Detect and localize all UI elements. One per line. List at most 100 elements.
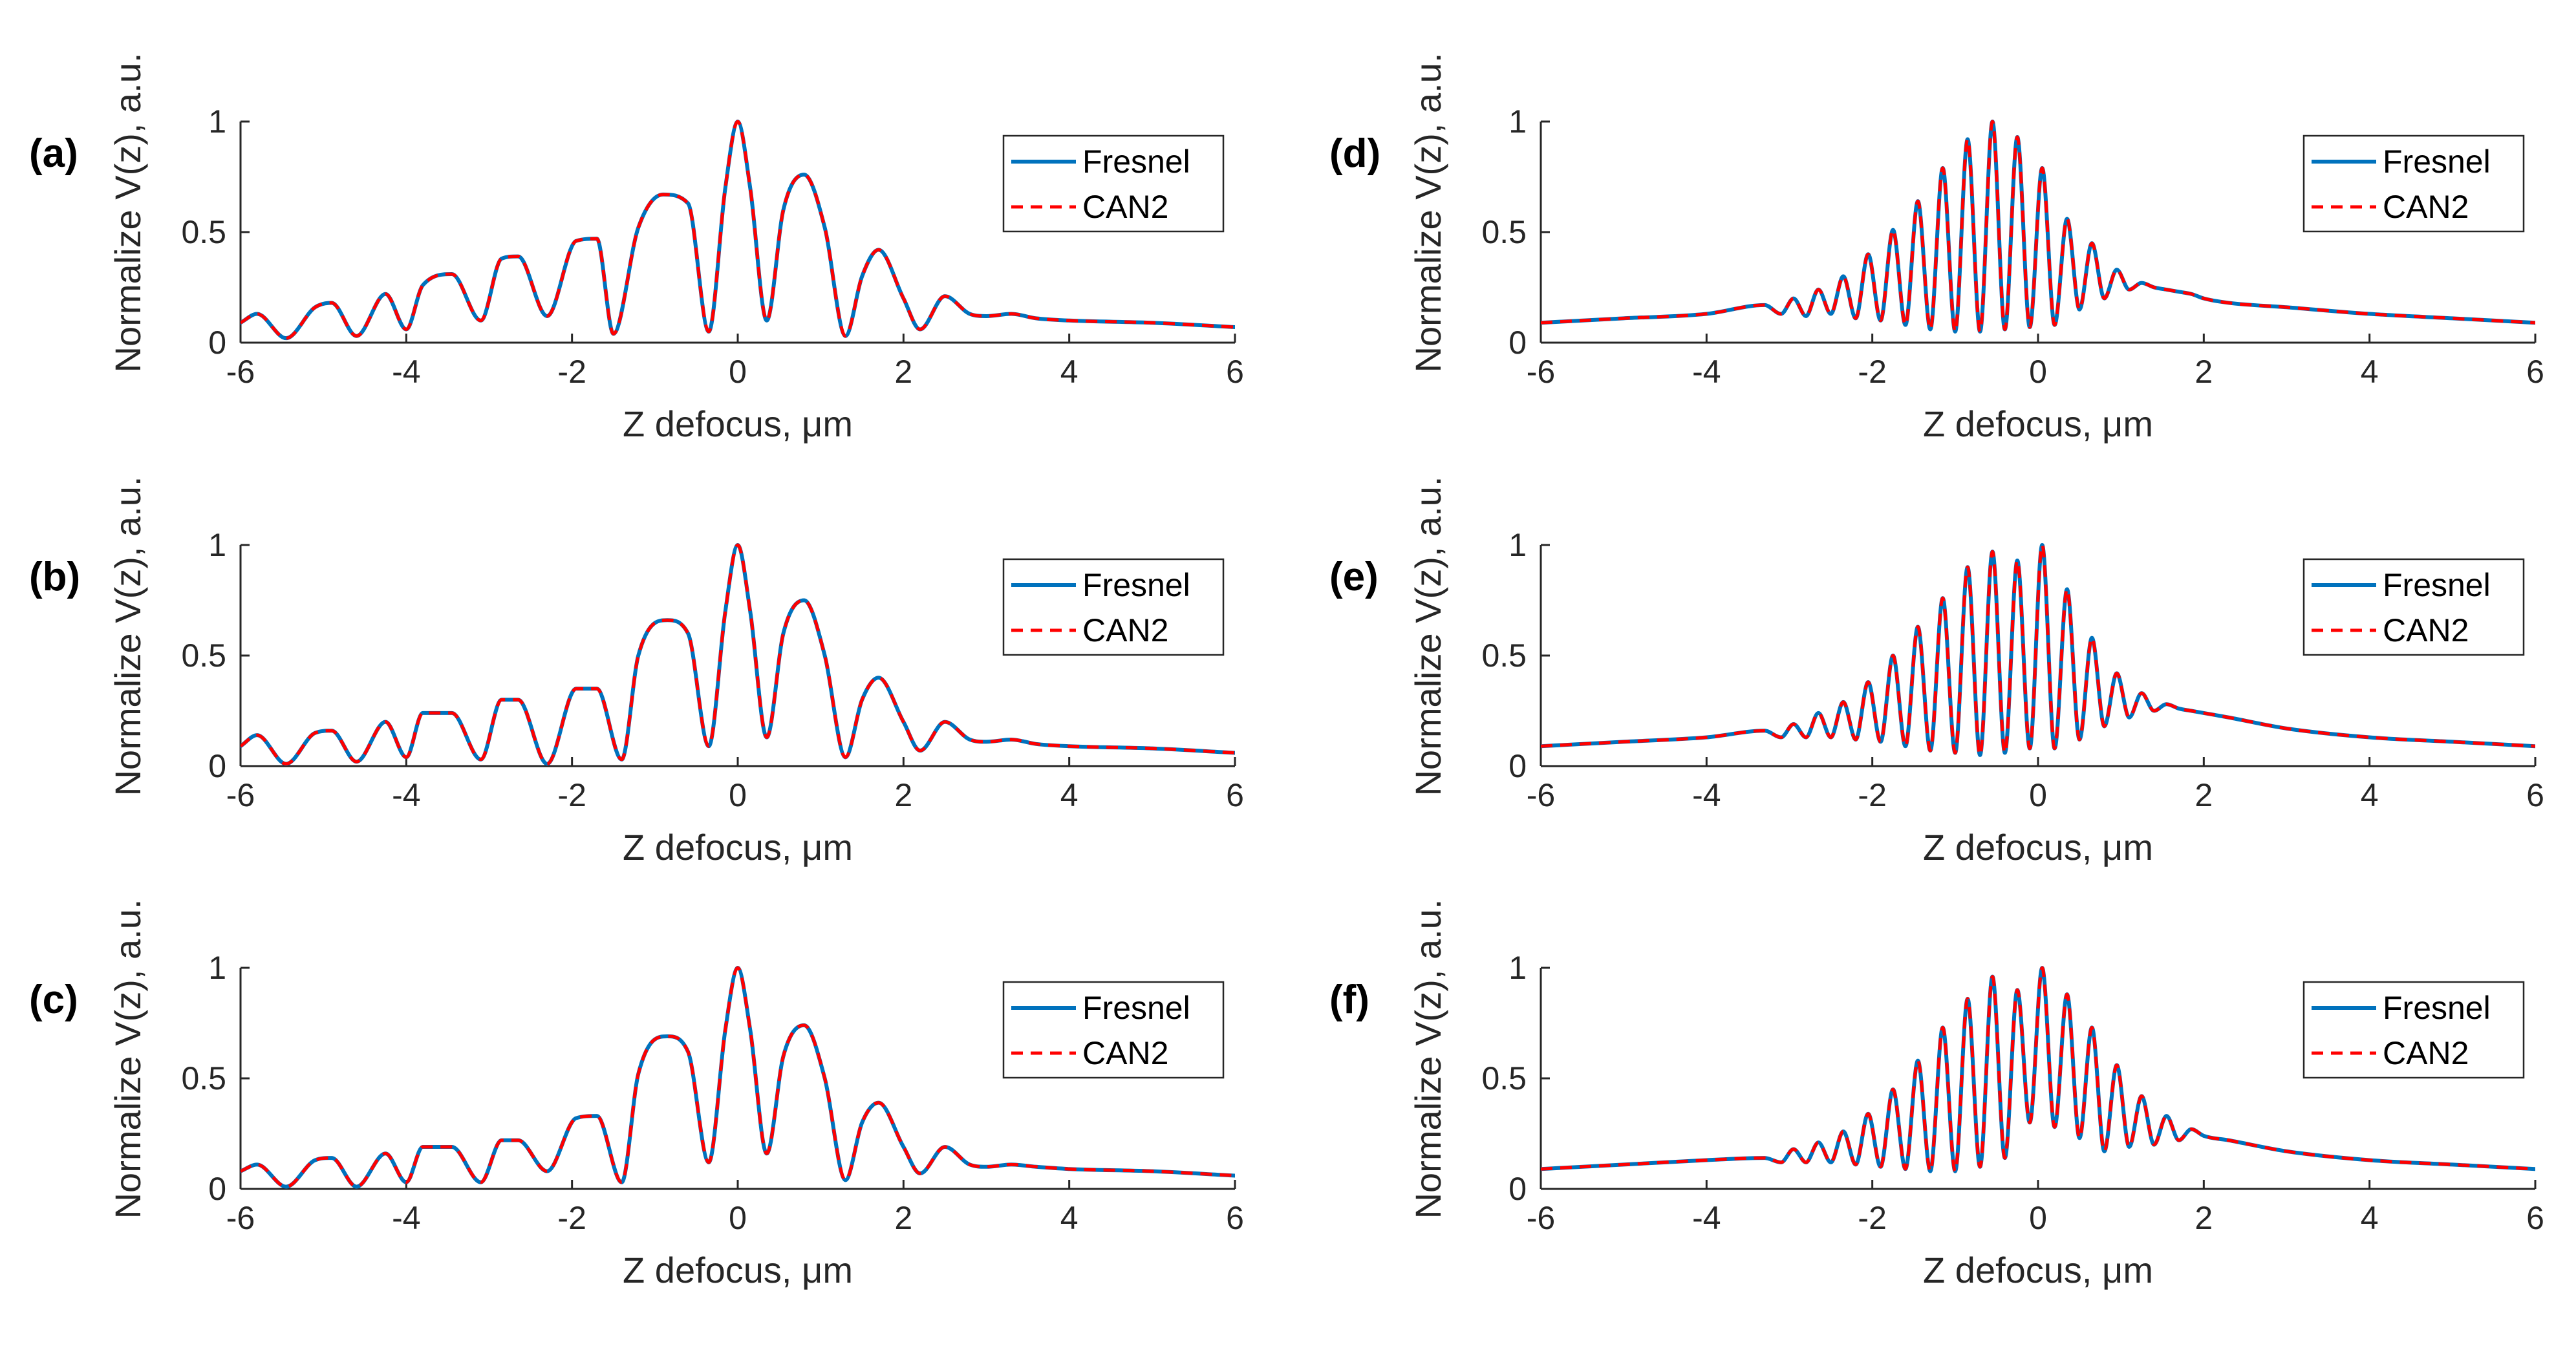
chart-panel-d: (d) -6 -4 -2 0 2 4 6 0 0.5 1 Z defocus, μm Normalize… xyxy=(1329,53,2544,444)
x-axis-title: Z defocus, μm xyxy=(1923,827,2153,868)
legend-label-fresnel: Fresnel xyxy=(2383,990,2491,1026)
x-axis-title: Z defocus, μm xyxy=(623,403,853,444)
y-tick-label: 1 xyxy=(208,103,226,140)
chart-panel-f: (f) -6 -4 -2 0 2 4 6 0 0.5 1 Z defocus, μm Normalize… xyxy=(1329,899,2544,1290)
x-tick-label: 0 xyxy=(729,777,747,813)
panel-label: (f) xyxy=(1329,977,1369,1022)
y-tick-label: 0 xyxy=(208,325,226,361)
x-tick-label: 4 xyxy=(1060,1200,1079,1236)
x-tick-label: 2 xyxy=(2195,354,2213,390)
y-tick-label: 1 xyxy=(1508,527,1527,563)
y-tick-label: 1 xyxy=(1508,950,1527,986)
x-tick-label: 0 xyxy=(729,354,747,390)
legend-label-fresnel: Fresnel xyxy=(2383,567,2491,603)
x-tick-label: 6 xyxy=(1226,354,1244,390)
legend-box xyxy=(1002,558,1225,656)
x-tick-label: 4 xyxy=(2361,354,2379,390)
legend-label-can2: CAN2 xyxy=(2383,612,2469,648)
x-tick-label: -4 xyxy=(392,777,420,813)
series-line-can2 xyxy=(1541,120,2535,334)
panel-label: (e) xyxy=(1329,555,1379,599)
x-tick-label: 4 xyxy=(2361,777,2379,813)
panel-label: (a) xyxy=(29,131,78,176)
y-axis-title: Normalize V(z), a.u. xyxy=(1408,53,1448,373)
x-tick-label: -2 xyxy=(1858,777,1886,813)
chart-panel-a: (a) -6 -4 -2 0 2 4 6 0 0.5 1 Z defocus, μm Normalize… xyxy=(29,53,1244,444)
x-tick-label: -2 xyxy=(557,1200,586,1236)
x-axis-title: Z defocus, μm xyxy=(1923,403,2153,444)
y-tick-label: 0 xyxy=(1508,1171,1527,1207)
x-tick-label: -4 xyxy=(1692,777,1721,813)
x-tick-label: 2 xyxy=(894,777,912,813)
legend-label-fresnel: Fresnel xyxy=(1082,990,1190,1026)
legend-label-can2: CAN2 xyxy=(1082,189,1168,225)
y-axis-title: Normalize V(z), a.u. xyxy=(107,476,148,796)
legend-box xyxy=(2302,981,2525,1079)
legend-label-fresnel: Fresnel xyxy=(1082,567,1190,603)
x-tick-label: -4 xyxy=(1692,1200,1721,1236)
x-tick-label: -4 xyxy=(1692,354,1721,390)
x-tick-label: 6 xyxy=(2526,1200,2544,1236)
panel-label: (d) xyxy=(1329,131,1380,176)
x-tick-label: 6 xyxy=(2526,354,2544,390)
legend-label-can2: CAN2 xyxy=(1082,1035,1168,1071)
legend-label-fresnel: Fresnel xyxy=(1082,144,1190,180)
x-tick-label: 2 xyxy=(2195,1200,2213,1236)
x-tick-label: -2 xyxy=(557,777,586,813)
y-tick-label: 1 xyxy=(208,527,226,563)
series-line-can2 xyxy=(241,966,1235,1189)
x-tick-label: 2 xyxy=(2195,777,2213,813)
x-tick-label: 0 xyxy=(2029,354,2047,390)
x-tick-label: 6 xyxy=(2526,777,2544,813)
x-tick-label: 4 xyxy=(1060,354,1079,390)
x-tick-label: -6 xyxy=(1527,354,1555,390)
y-tick-label: 0.5 xyxy=(1481,214,1527,250)
x-tick-label: 4 xyxy=(1060,777,1079,813)
y-tick-label: 0 xyxy=(1508,748,1527,784)
series-line-can2 xyxy=(1541,966,2535,1173)
panel-label: (c) xyxy=(29,977,78,1022)
chart-panel-c: (c) -6 -4 -2 0 2 4 6 0 0.5 1 Z defocus, μm Normalize… xyxy=(29,899,1244,1290)
y-axis-title: Normalize V(z), a.u. xyxy=(107,53,148,373)
x-tick-label: -4 xyxy=(392,354,420,390)
x-tick-label: 0 xyxy=(2029,777,2047,813)
x-tick-label: -6 xyxy=(1527,777,1555,813)
legend-box xyxy=(1002,134,1225,233)
x-axis-title: Z defocus, μm xyxy=(623,827,853,868)
y-tick-label: 0 xyxy=(208,1171,226,1207)
x-tick-label: 0 xyxy=(729,1200,747,1236)
y-tick-label: 0.5 xyxy=(181,214,226,250)
y-tick-label: 1 xyxy=(208,950,226,986)
y-tick-label: 0.5 xyxy=(181,1060,226,1096)
chart-panel-e: (e) -6 -4 -2 0 2 4 6 0 0.5 1 Z defocus, μm Normalize… xyxy=(1329,476,2544,868)
y-axis-title: Normalize V(z), a.u. xyxy=(1408,476,1448,796)
x-tick-label: -6 xyxy=(226,1200,255,1236)
y-tick-label: 0 xyxy=(1508,325,1527,361)
x-tick-label: 2 xyxy=(894,354,912,390)
x-tick-label: 2 xyxy=(894,1200,912,1236)
y-tick-label: 0.5 xyxy=(181,637,226,674)
legend-box xyxy=(2302,134,2525,233)
x-axis-title: Z defocus, μm xyxy=(1923,1250,2153,1290)
y-tick-label: 1 xyxy=(1508,103,1527,140)
series-line-can2 xyxy=(241,120,1235,340)
y-tick-label: 0 xyxy=(208,748,226,784)
x-tick-label: -6 xyxy=(226,777,255,813)
legend-label-fresnel: Fresnel xyxy=(2383,144,2491,180)
chart-panel-b: (b) -6 -4 -2 0 2 4 6 0 0.5 1 Z defocus, μm Normalize… xyxy=(29,476,1244,868)
y-tick-label: 0.5 xyxy=(1481,637,1527,674)
y-tick-label: 0.5 xyxy=(1481,1060,1527,1096)
legend-box xyxy=(1002,981,1225,1079)
x-tick-label: -2 xyxy=(557,354,586,390)
y-axis-title: Normalize V(z), a.u. xyxy=(107,899,148,1219)
series-line-can2 xyxy=(241,543,1235,766)
x-tick-label: -6 xyxy=(1527,1200,1555,1236)
x-tick-label: -2 xyxy=(1858,354,1886,390)
x-tick-label: -4 xyxy=(392,1200,420,1236)
x-tick-label: 6 xyxy=(1226,777,1244,813)
panel-label: (b) xyxy=(29,555,80,599)
legend-label-can2: CAN2 xyxy=(2383,1035,2469,1071)
x-tick-label: 6 xyxy=(1226,1200,1244,1236)
x-tick-label: 0 xyxy=(2029,1200,2047,1236)
